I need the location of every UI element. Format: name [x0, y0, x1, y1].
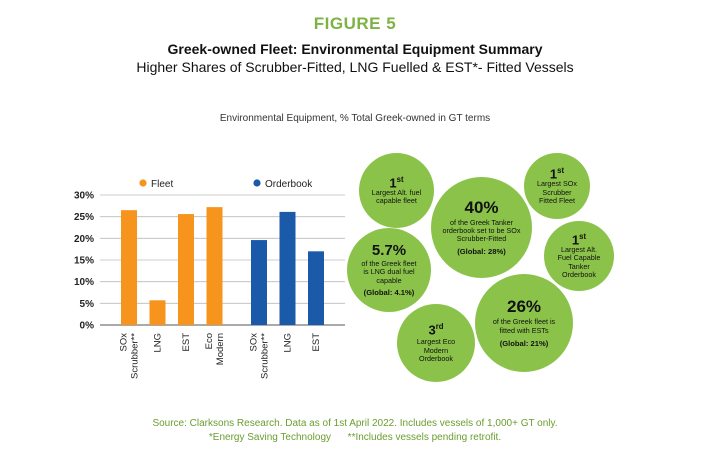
x-tick-label: Modern — [215, 333, 226, 365]
bubble-value: 1 — [389, 174, 397, 190]
bar — [121, 210, 137, 325]
x-tick-label: LNG — [283, 333, 294, 353]
bubble-value: 3 — [428, 322, 436, 338]
source-line-1: Source: Clarksons Research. Data as of 1… — [152, 418, 558, 429]
bubble-value: 1 — [571, 232, 580, 248]
y-tick-label: 15% — [74, 256, 94, 267]
bubble-ordinal: st — [579, 231, 587, 241]
chart-caption: Environmental Equipment, % Total Greek-o… — [219, 113, 491, 124]
source-note: Source: Clarksons Research. Data as of 1… — [0, 417, 710, 444]
legend-marker — [139, 179, 147, 187]
bubble-text: of the Greek fleet is fitted with ESTs — [492, 317, 556, 335]
y-tick-label: 20% — [74, 234, 94, 245]
bar — [308, 251, 324, 325]
x-tick-label: LNG — [153, 333, 164, 353]
bubble-tanker-orderbook-scrubber: 40% of the Greek Tanker orderbook set to… — [431, 177, 532, 278]
bubble-text: Largest Eco Modern Orderbook — [416, 337, 456, 363]
bubble-global: (Global: 21%) — [499, 338, 549, 348]
bar — [178, 214, 194, 325]
x-tick-label: EST — [311, 333, 322, 352]
x-tick-label: SOx — [249, 333, 260, 352]
source-line-2: *Energy Saving Technology **Includes ves… — [208, 431, 502, 443]
bar — [279, 211, 296, 325]
bubble-ordinal: st — [396, 174, 404, 184]
y-tick-label: 25% — [74, 212, 94, 223]
y-tick-label: 0% — [80, 321, 95, 332]
bubble-alt-fuel-tanker-orderbook: 1st Largest Alt. Fuel Capable Tanker Ord… — [544, 221, 614, 291]
y-tick-label: 30% — [74, 191, 94, 202]
bar — [149, 300, 166, 325]
chart-subtitle: Higher Shares of Scrubber-Fitted, LNG Fu… — [136, 59, 574, 75]
figure-label: FIGURE 5 — [313, 14, 397, 33]
bubble-global: (Global: 4.1%) — [363, 287, 415, 297]
bubble-largest-alt-fuel-fleet: 1st Largest Alt. fuel capable fleet — [359, 153, 434, 228]
x-tick-label: Scrubber** — [130, 333, 141, 379]
legend-label: Fleet — [151, 179, 173, 190]
x-tick-label: Scrubber** — [260, 333, 271, 379]
bubble-ordinal: st — [557, 165, 565, 175]
bubble-ordinal: rd — [435, 321, 444, 331]
bubble-value: 1 — [549, 166, 558, 182]
x-tick-label: Eco — [204, 333, 215, 349]
bubble-est-fitted: 26% of the Greek fleet is fitted with ES… — [475, 274, 573, 372]
x-tick-label: SOx — [119, 333, 130, 352]
bubble-text: of the Greek fleet is LNG dual fuel capa… — [361, 259, 417, 285]
legend-label: Orderbook — [265, 179, 313, 190]
bubble-global: (Global: 28%) — [457, 247, 506, 257]
y-tick-label: 5% — [80, 299, 95, 310]
chart-title: Greek-owned Fleet: Environmental Equipme… — [167, 41, 543, 57]
bar — [206, 207, 223, 325]
bubble-text: Largest Alt. Fuel Capable Tanker Orderbo… — [557, 245, 601, 279]
bar — [251, 240, 267, 325]
bubble-text: Largest Alt. fuel capable fleet — [371, 187, 422, 206]
bubble-value: 40% — [464, 197, 499, 217]
y-tick-label: 10% — [74, 277, 94, 288]
bubble-value: 5.7% — [371, 242, 407, 260]
x-tick-label: EST — [181, 333, 192, 352]
bubble-lng-dual-fuel: 5.7% of the Greek fleet is LNG dual fuel… — [347, 228, 431, 312]
bubble-text: of the Greek Tanker orderbook set to be … — [442, 217, 521, 244]
bubble-text: Largest SOx Scrubber Fitted Fleet — [537, 179, 577, 205]
bubble-largest-scrubber-fleet: 1st Largest SOx Scrubber Fitted Fleet — [524, 153, 590, 219]
bubble-eco-modern-orderbook: 3rd Largest Eco Modern Orderbook — [397, 304, 475, 382]
bubble-value: 26% — [506, 297, 542, 317]
legend-marker — [253, 179, 261, 187]
